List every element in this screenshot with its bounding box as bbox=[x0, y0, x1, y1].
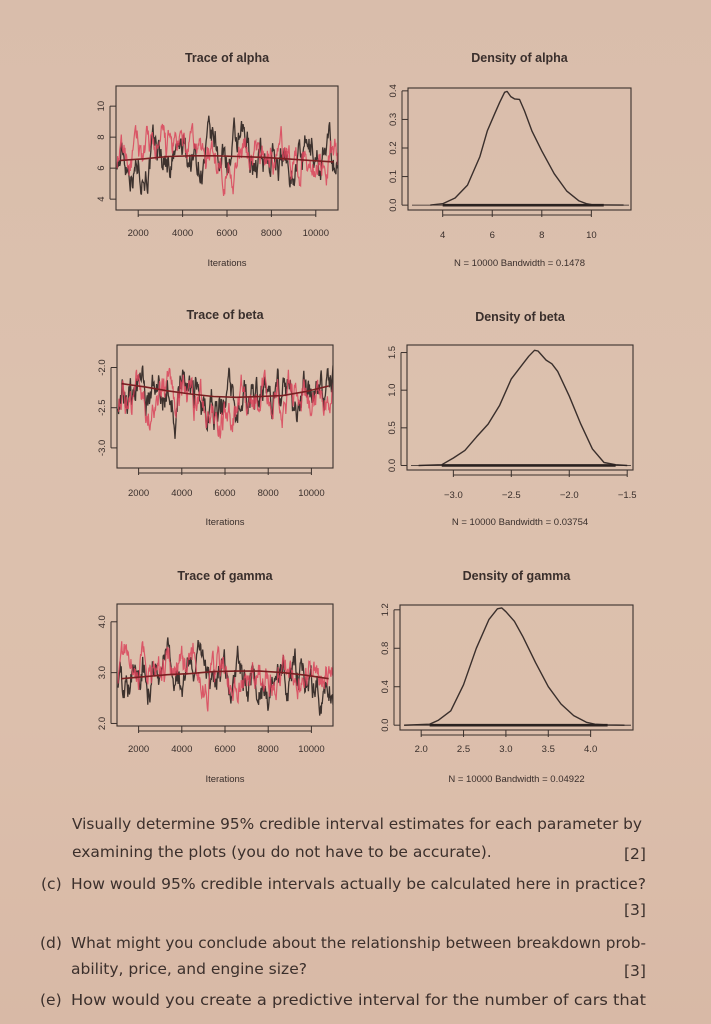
question-e-text: How would you create a predictive interv… bbox=[71, 991, 646, 1009]
y-tick-label: 3.0 bbox=[97, 666, 108, 679]
question-c-label: (c) bbox=[41, 875, 62, 893]
question-c-marks: [3] bbox=[624, 901, 646, 919]
y-tick-label: 1.2 bbox=[380, 603, 391, 616]
y-tick-label: 0.0 bbox=[380, 719, 391, 732]
x-tick-label: 6000 bbox=[214, 744, 235, 755]
plot-frame bbox=[407, 87, 632, 211]
y-tick-label: 4 bbox=[96, 197, 107, 202]
x-tick-label: 8000 bbox=[258, 744, 279, 755]
x-tick-label: 10000 bbox=[298, 488, 324, 499]
question-c-text: How would 95% credible intervals actuall… bbox=[71, 875, 646, 893]
x-tick-label: 3.5 bbox=[542, 744, 555, 755]
x-axis-label: Iterations bbox=[205, 517, 244, 528]
x-tick-label: −1.5 bbox=[618, 490, 637, 501]
y-tick-label: 0.4 bbox=[380, 680, 391, 693]
question-e-label: (e) bbox=[40, 991, 62, 1009]
x-tick-label: −2.0 bbox=[560, 490, 579, 501]
plot-title: Density of beta bbox=[475, 310, 566, 324]
y-tick-label: 10 bbox=[96, 101, 107, 112]
plot-frame bbox=[116, 344, 334, 469]
x-axis-label: Iterations bbox=[205, 774, 244, 785]
plot-frame bbox=[406, 344, 634, 471]
trace-gamma-plot: Trace of gamma 2.0 3.0 4.0 2000 4000 6000 8000 1… bbox=[97, 569, 334, 785]
x-tick-label: 4000 bbox=[171, 744, 192, 755]
x-tick-label: 4000 bbox=[171, 488, 192, 499]
y-tick-label: -3.0 bbox=[97, 440, 108, 456]
x-tick-label: 6000 bbox=[216, 228, 237, 239]
y-tick-label: 1.5 bbox=[387, 346, 398, 359]
question-b-marks: [2] bbox=[624, 845, 646, 863]
x-tick-label: −2.5 bbox=[502, 490, 521, 501]
x-tick-label: 4 bbox=[440, 230, 445, 241]
plot-title: Trace of beta bbox=[186, 308, 264, 322]
y-tick-label: -2.5 bbox=[97, 400, 108, 416]
plot-frame bbox=[116, 603, 334, 727]
x-tick-label: 8000 bbox=[261, 228, 282, 239]
plot-frame bbox=[115, 85, 339, 211]
x-tick-label: 2000 bbox=[128, 744, 149, 755]
x-axis-label: N = 10000 Bandwidth = 0.03754 bbox=[452, 517, 588, 528]
y-tick-label: 0.8 bbox=[380, 642, 391, 655]
y-tick-label: 0.0 bbox=[387, 459, 398, 472]
y-tick-label: 0.3 bbox=[388, 113, 399, 126]
y-tick-label: 6 bbox=[96, 166, 107, 171]
x-tick-label: 4000 bbox=[172, 228, 193, 239]
trace-alpha-plot: Trace of alpha 4 6 8 10 2000 4000 6000 8000 10000… bbox=[96, 51, 339, 269]
trace-beta-plot: Trace of beta -3.0 -2.5 -2.0 2000 4000 6000 800… bbox=[97, 308, 334, 528]
y-tick-label: 1.0 bbox=[387, 384, 398, 397]
y-tick-label: 0.1 bbox=[388, 170, 399, 183]
x-tick-label: 2.5 bbox=[457, 744, 470, 755]
x-axis-label: N = 10000 Bandwidth = 0.1478 bbox=[454, 258, 585, 269]
y-tick-label: 0.5 bbox=[387, 421, 398, 434]
x-tick-label: 6 bbox=[490, 230, 495, 241]
x-tick-label: 10 bbox=[586, 230, 597, 241]
y-tick-label: 0.4 bbox=[388, 84, 399, 97]
x-tick-label: 4.0 bbox=[584, 744, 597, 755]
question-d-text-line1: What might you conclude about the relati… bbox=[71, 934, 646, 952]
x-tick-label: 2000 bbox=[128, 488, 149, 499]
plot-title: Density of alpha bbox=[471, 51, 569, 65]
y-tick-label: -2.0 bbox=[97, 359, 108, 375]
plot-title: Density of gamma bbox=[463, 569, 572, 583]
x-tick-label: 3.0 bbox=[499, 744, 512, 755]
y-tick-label: 8 bbox=[96, 135, 107, 140]
density-alpha-plot: Density of alpha 0.0 0.1 0.2 0.3 0.4 4 6 8 10 N = … bbox=[388, 51, 632, 269]
question-d-text-line2: ability, price, and engine size? bbox=[71, 960, 307, 978]
question-d-label: (d) bbox=[40, 934, 62, 952]
y-tick-label: 0.2 bbox=[388, 141, 399, 154]
question-b-text-line1: Visually determine 95% credible interval… bbox=[72, 815, 642, 833]
y-tick-label: 2.0 bbox=[97, 717, 108, 730]
x-axis-label: Iterations bbox=[207, 258, 246, 269]
x-tick-label: 2000 bbox=[128, 228, 149, 239]
x-tick-label: 2.0 bbox=[415, 744, 428, 755]
plot-frame bbox=[399, 604, 634, 731]
x-tick-label: −3.0 bbox=[444, 490, 463, 501]
x-tick-label: 8 bbox=[539, 230, 544, 241]
density-gamma-plot: Density of gamma 0.0 0.4 0.8 1.2 2.0 2.5 3.0 3.5… bbox=[380, 569, 634, 785]
density-beta-plot: Density of beta 0.0 1.0 0.5 1.5 −3.0 −2.5 −2.0 −… bbox=[387, 310, 637, 528]
x-tick-label: 10000 bbox=[298, 744, 324, 755]
question-d-marks: [3] bbox=[624, 962, 646, 980]
x-tick-label: 10000 bbox=[303, 228, 329, 239]
x-axis-label: N = 10000 Bandwidth = 0.04922 bbox=[448, 774, 584, 785]
plot-title: Trace of gamma bbox=[177, 569, 273, 583]
x-tick-label: 8000 bbox=[258, 488, 279, 499]
mcmc-plots-figure: Trace of alpha 4 6 8 10 2000 4000 6000 8000 10000… bbox=[96, 51, 637, 785]
y-tick-label: 4.0 bbox=[97, 615, 108, 628]
y-tick-label: 0.0 bbox=[388, 199, 399, 212]
x-tick-label: 6000 bbox=[214, 488, 235, 499]
plot-title: Trace of alpha bbox=[185, 51, 270, 65]
question-b-text-line2: examining the plots (you do not have to … bbox=[72, 843, 492, 861]
